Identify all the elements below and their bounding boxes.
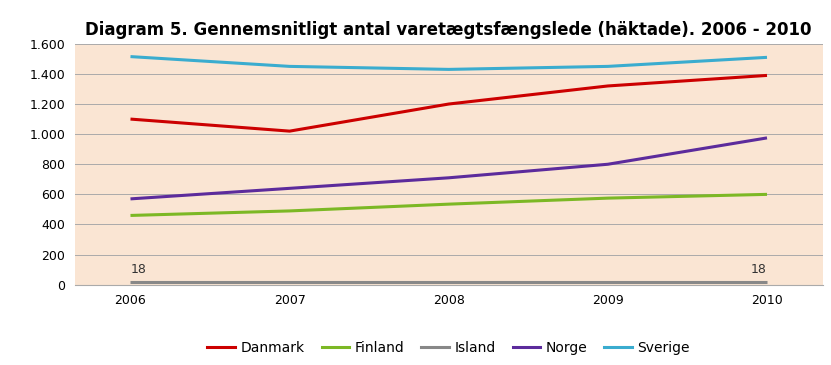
Title: Diagram 5. Gennemsnitligt antal varetægtsfængslede (häktade). 2006 - 2010: Diagram 5. Gennemsnitligt antal varetægt…: [86, 22, 812, 39]
Legend: Danmark, Finland, Island, Norge, Sverige: Danmark, Finland, Island, Norge, Sverige: [202, 335, 696, 360]
Text: 18: 18: [130, 263, 146, 276]
Text: 18: 18: [751, 263, 767, 276]
